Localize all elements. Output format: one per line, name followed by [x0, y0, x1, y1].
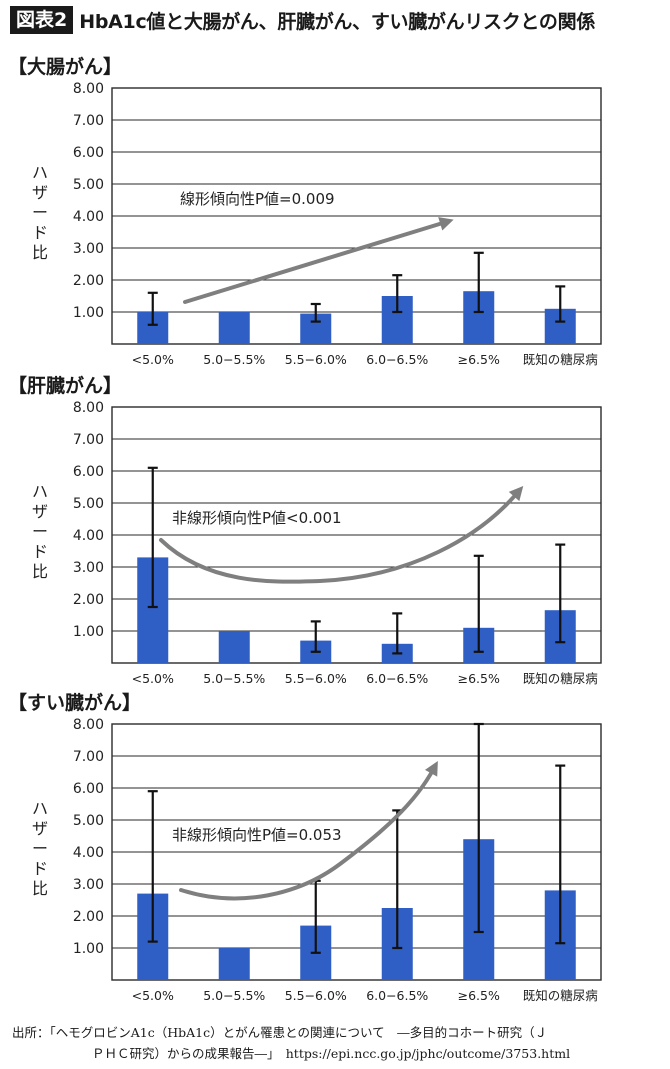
error-bar: [310, 302, 321, 323]
x-tick-label: ≥6.5%: [458, 671, 500, 686]
y-tick-label: 7.00: [73, 432, 104, 448]
error-bar: [392, 274, 403, 314]
y-tick-label: 2.00: [73, 909, 104, 925]
trend-arrowhead: [438, 217, 454, 231]
liver-cancer-chart: 8.00 7.00 6.00 5.00 4.00 3.00 2.00 1.00 ハザード比 <5.…: [32, 400, 602, 686]
trend-arrowhead: [424, 761, 438, 777]
error-bar: [392, 612, 403, 655]
trend-arrow: [159, 490, 520, 584]
y-tick-label: 4.00: [73, 528, 104, 544]
y-tick-label: 1.00: [73, 305, 104, 321]
error-bar: [147, 291, 158, 326]
x-tick-label: 6.0−6.5%: [366, 352, 428, 367]
y-tick-label: 1.00: [73, 941, 104, 957]
y-tick-label: 7.00: [73, 113, 104, 129]
y-axis-label: ハザード比: [32, 482, 48, 581]
trend-annotation: 非線形傾向性P値=0.053: [172, 826, 342, 844]
y-tick-label: 8.00: [73, 400, 104, 416]
y-tick-label: 4.00: [73, 845, 104, 861]
x-tick-label: 5.5−6.0%: [285, 988, 347, 1003]
x-tick-label: ≥6.5%: [458, 352, 500, 367]
x-tick-label: <5.0%: [132, 988, 174, 1003]
colon-cancer-chart: 8.00 7.00 6.00 5.00 4.00 3.00 2.00 1.00 ハザード比 <5.…: [32, 81, 602, 367]
source-note: 出所：「ヘモグロビンA1c（HbA1c）とがん罹患との関連について ―多目的コホ…: [12, 1022, 662, 1064]
x-tick-label: 既知の糖尿病: [523, 352, 598, 367]
trend-arrow: [183, 220, 448, 304]
trend-annotation: 線形傾向性P値=0.009: [180, 190, 335, 208]
x-tick-label: ≥6.5%: [458, 988, 500, 1003]
error-bar: [473, 554, 484, 653]
pancreatic-cancer-chart: 8.00 7.00 6.00 5.00 4.00 3.00 2.00 1.00 ハザード比 <5.…: [32, 717, 602, 1003]
y-axis-label: ハザード比: [32, 799, 48, 898]
error-bar: [473, 251, 484, 314]
error-bar: [310, 620, 321, 653]
x-tick-label: <5.0%: [132, 352, 174, 367]
y-tick-label: 6.00: [73, 464, 104, 480]
error-bar: [473, 722, 484, 934]
y-tick-label: 8.00: [73, 81, 104, 97]
liver-cancer-title: 【肝臓がん】: [8, 375, 123, 397]
x-tick-label: 既知の糖尿病: [523, 671, 598, 686]
x-tick-label: 5.0−5.5%: [203, 352, 265, 367]
y-axis-label: ハザード比: [32, 163, 48, 262]
x-tick-label: 5.0−5.5%: [203, 671, 265, 686]
trend-arrowhead: [508, 485, 524, 502]
y-tick-label: 7.00: [73, 749, 104, 765]
x-tick-label: 5.5−6.0%: [285, 671, 347, 686]
source-line-1: 出所：「ヘモグロビンA1c（HbA1c）とがん罹患との関連について ―多目的コホ…: [12, 1025, 548, 1040]
x-tick-label: <5.0%: [132, 671, 174, 686]
bar: [218, 312, 250, 344]
y-tick-label: 5.00: [73, 177, 104, 193]
y-tick-label: 4.00: [73, 209, 104, 225]
y-tick-label: 5.00: [73, 496, 104, 512]
y-tick-label: 2.00: [73, 592, 104, 608]
source-line-2: ＰＨＣ研究）からの成果報告―」 https://epi.ncc.go.jp/jp…: [92, 1046, 571, 1061]
y-tick-label: 5.00: [73, 813, 104, 829]
y-tick-label: 8.00: [73, 717, 104, 733]
error-bar: [147, 466, 158, 609]
y-tick-label: 2.00: [73, 273, 104, 289]
x-tick-label: 5.0−5.5%: [203, 988, 265, 1003]
error-bar: [555, 285, 566, 323]
x-tick-label: 5.5−6.0%: [285, 352, 347, 367]
x-tick-label: 6.0−6.5%: [366, 671, 428, 686]
bar: [218, 631, 250, 663]
y-tick-label: 6.00: [73, 145, 104, 161]
y-tick-label: 3.00: [73, 241, 104, 257]
colon-cancer-title: 【大腸がん】: [8, 56, 123, 78]
y-tick-label: 3.00: [73, 877, 104, 893]
error-bar: [147, 790, 158, 943]
trend-annotation: 非線形傾向性P値<0.001: [172, 509, 342, 527]
figure-label: 図表2: [10, 6, 74, 34]
error-bar: [555, 543, 566, 644]
y-tick-label: 6.00: [73, 781, 104, 797]
bar: [218, 948, 250, 980]
figure-header: 図表2 HbA1c値と大腸がん、肝臓がん、すい臓がんリスクとの関係: [10, 5, 595, 35]
x-tick-label: 既知の糖尿病: [523, 988, 598, 1003]
y-tick-label: 1.00: [73, 624, 104, 640]
error-bar: [555, 764, 566, 945]
x-tick-label: 6.0−6.5%: [366, 988, 428, 1003]
trend-arrow: [179, 766, 436, 901]
pancreatic-cancer-title: 【すい臓がん】: [8, 692, 142, 714]
y-tick-label: 3.00: [73, 560, 104, 576]
figure-title: HbA1c値と大腸がん、肝臓がん、すい臓がんリスクとの関係: [79, 10, 596, 33]
